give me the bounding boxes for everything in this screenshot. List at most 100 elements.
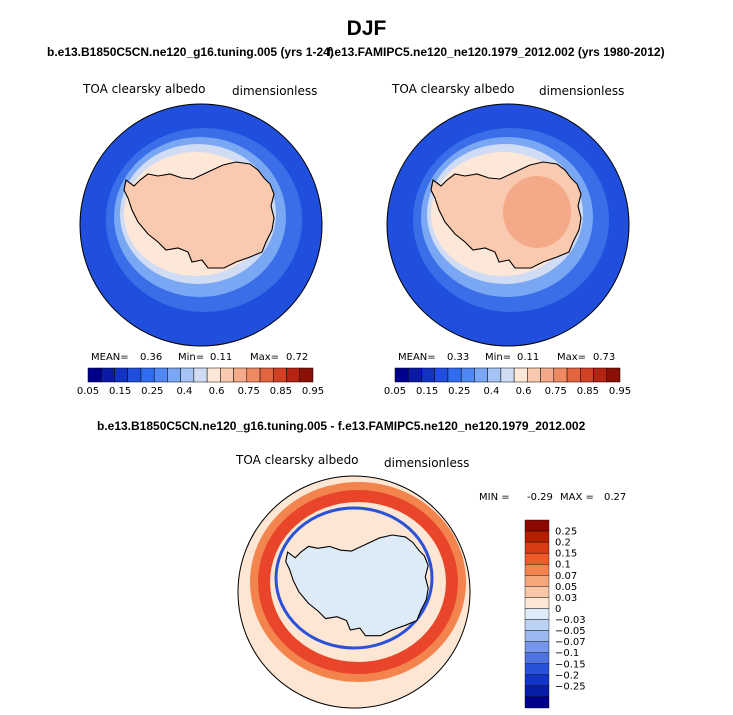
diff-map-border xyxy=(237,475,471,709)
colorbar-tick-label: 0.75 xyxy=(238,386,260,397)
diff-colorbar-swatch-0 xyxy=(524,519,550,532)
diff-colorbar-swatch-10 xyxy=(524,630,550,642)
left-colorbar: 0.05 0.15 0.25 0.4 0.6 0.75 0.85 0.95 xyxy=(77,367,324,397)
antarctica-coastline xyxy=(430,161,582,269)
left-min-label: Min= xyxy=(178,352,205,363)
colorbar-swatch-0 xyxy=(394,367,409,383)
colorbar-tick-label: 0.15 xyxy=(416,386,438,397)
figure-title: DJF xyxy=(346,17,387,40)
colorbar-tick-label: 0.4 xyxy=(483,386,499,397)
right-colorbar: 0.05 0.15 0.25 0.4 0.6 0.75 0.85 0.95 xyxy=(384,367,631,397)
diff-colorbar-swatch-8 xyxy=(524,608,550,620)
right-mean-label: MEAN= xyxy=(398,352,436,363)
colorbar-tick-label: 0.4 xyxy=(176,386,192,397)
diff-colorbar-tick-label: 0.03 xyxy=(555,593,577,604)
diff-antarctica-coastline xyxy=(285,534,429,637)
right-min-value: 0.11 xyxy=(517,352,540,363)
diff-panel-title: b.e13.B1850C5CN.ne120_g16.tuning.005 - f… xyxy=(97,419,586,433)
diff-colorbar-swatch-2 xyxy=(524,541,550,554)
diff-colorbar-swatch-6 xyxy=(524,586,550,598)
right-max-value: 0.73 xyxy=(593,352,616,363)
colorbar-swatch-1 xyxy=(407,367,422,383)
colorbar-tick-label: 0.6 xyxy=(516,386,532,397)
diff-colorbar-tick-label: 0.1 xyxy=(555,560,571,571)
diff-colorbar-swatch-3 xyxy=(524,552,550,565)
right-variable-label: TOA clearsky albedo xyxy=(392,82,515,96)
diff-colorbar-tick-label: −0.1 xyxy=(555,648,579,659)
diff-colorbar-swatch-16 xyxy=(524,696,550,709)
colorbar-swatch-3 xyxy=(127,367,142,383)
right-panel-title: f.e13.FAMIPC5.ne120_ne120.1979_2012.002 … xyxy=(327,45,665,59)
colorbar-tick-label: 0.05 xyxy=(77,386,99,397)
left-panel-title: b.e13.B1850C5CN.ne120_g16.tuning.005 (yr… xyxy=(47,45,334,59)
colorbar-swatch-11 xyxy=(540,367,555,383)
right-min-label: Min= xyxy=(485,352,512,363)
colorbar-swatch-16 xyxy=(606,367,621,383)
colorbar-swatch-6 xyxy=(167,367,181,383)
colorbar-tick-label: 0.25 xyxy=(141,386,163,397)
right-max-label: Max= xyxy=(557,352,587,363)
diff-variable-label: TOA clearsky albedo xyxy=(236,453,359,467)
map-border xyxy=(79,103,323,347)
colorbar-swatch-5 xyxy=(460,367,475,383)
colorbar-swatch-15 xyxy=(286,367,301,383)
diff-colorbar-tick-label: −0.05 xyxy=(555,626,586,637)
diff-max-label: MAX = xyxy=(560,492,594,503)
positive-band xyxy=(258,490,458,674)
map-field xyxy=(387,104,629,346)
diff-colorbar-tick-label: 0 xyxy=(555,604,561,615)
diff-colorbar-swatch-11 xyxy=(524,641,550,653)
colorbar-tick-label: 0.25 xyxy=(448,386,470,397)
colorbar-tick-label: 0.05 xyxy=(384,386,406,397)
colorbar-swatch-2 xyxy=(114,367,128,383)
diff-colorbar-swatch-4 xyxy=(524,564,550,576)
colorbar-swatch-13 xyxy=(566,367,581,383)
diff-colorbar-swatch-5 xyxy=(524,575,550,587)
left-variable-label: TOA clearsky albedo xyxy=(83,82,206,96)
colorbar-swatch-0 xyxy=(87,367,102,383)
colorbar-swatch-6 xyxy=(474,367,488,383)
colorbar-swatch-1 xyxy=(100,367,115,383)
negative-ring xyxy=(274,506,434,650)
colorbar-swatch-4 xyxy=(447,367,462,383)
diff-colorbar-swatch-7 xyxy=(524,597,550,609)
diff-max-value: 0.27 xyxy=(604,492,627,503)
diff-colorbar: 0.250.20.150.10.070.050.030−0.03−0.05−0.… xyxy=(524,519,586,709)
diff-colorbar-tick-label: −0.03 xyxy=(555,615,586,626)
diff-colorbar-tick-label: −0.25 xyxy=(555,681,586,692)
colorbar-swatch-5 xyxy=(153,367,168,383)
right-units-label: dimensionless xyxy=(539,84,625,98)
left-max-label: Max= xyxy=(250,352,280,363)
diff-colorbar-tick-label: −0.07 xyxy=(555,637,586,648)
colorbar-swatch-10 xyxy=(220,367,234,383)
left-mean-label: MEAN= xyxy=(91,352,129,363)
colorbar-swatch-14 xyxy=(273,367,287,383)
colorbar-tick-label: 0.6 xyxy=(209,386,225,397)
diff-units-label: dimensionless xyxy=(384,456,470,470)
colorbar-swatch-13 xyxy=(259,367,274,383)
diff-colorbar-swatch-1 xyxy=(524,530,550,543)
map-field xyxy=(80,104,322,346)
diff-colorbar-tick-label: 0.15 xyxy=(555,549,577,560)
right-polar-map xyxy=(386,103,630,347)
diff-antarctica-fill xyxy=(285,535,429,636)
colorbar-swatch-9 xyxy=(513,367,528,383)
left-min-value: 0.11 xyxy=(210,352,233,363)
colorbar-tick-label: 0.75 xyxy=(545,386,567,397)
colorbar-swatch-15 xyxy=(593,367,608,383)
left-mean-value: 0.36 xyxy=(140,352,163,363)
colorbar-tick-label: 0.85 xyxy=(270,386,292,397)
colorbar-swatch-12 xyxy=(246,367,261,383)
map-border xyxy=(386,103,630,347)
colorbar-swatch-8 xyxy=(193,367,208,383)
diff-colorbar-swatch-9 xyxy=(524,619,550,631)
antarctica-fill xyxy=(124,162,274,268)
colorbar-swatch-9 xyxy=(206,367,221,383)
diff-colorbar-tick-label: −0.2 xyxy=(555,670,579,681)
antarctica-coastline xyxy=(123,161,275,269)
colorbar-swatch-7 xyxy=(487,367,502,383)
colorbar-swatch-3 xyxy=(434,367,449,383)
colorbar-tick-label: 0.95 xyxy=(302,386,324,397)
colorbar-swatch-7 xyxy=(180,367,195,383)
diff-colorbar-swatch-15 xyxy=(524,685,550,698)
